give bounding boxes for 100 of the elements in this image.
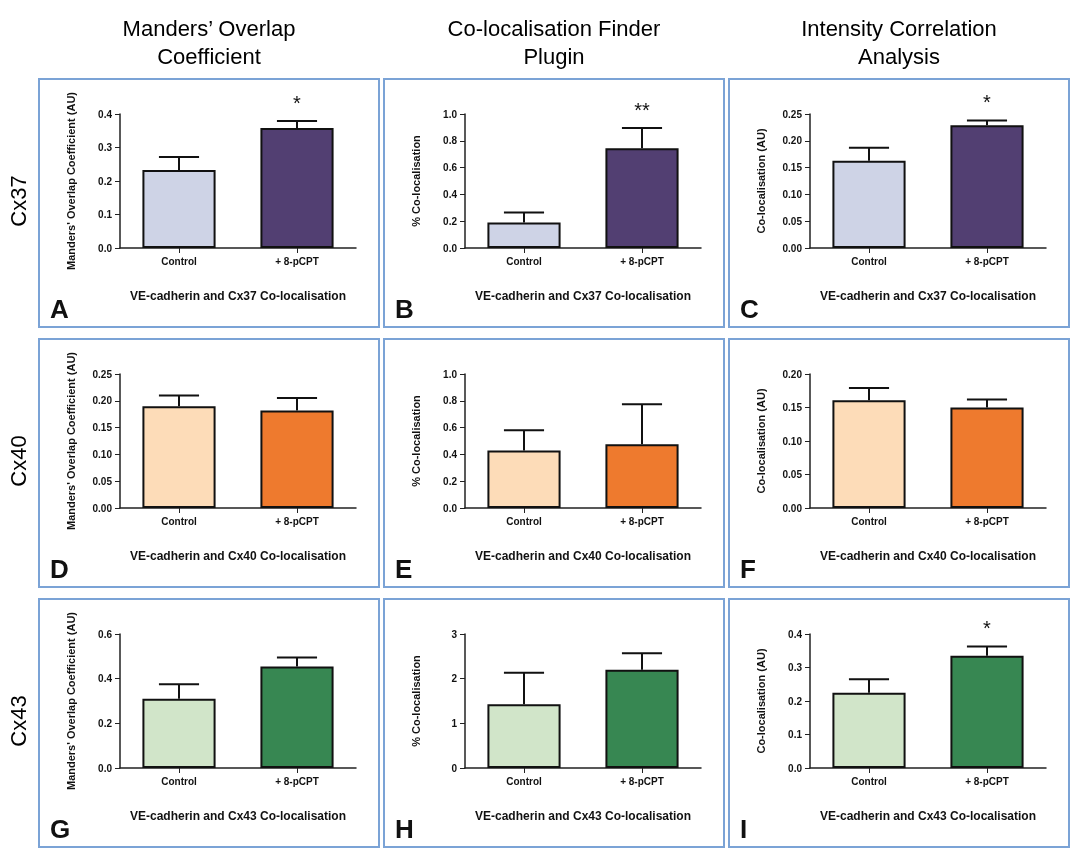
y-tick-label: 0.4	[788, 628, 803, 640]
x-tick-label: Control	[851, 515, 887, 527]
y-tick-label: 0.05	[92, 475, 113, 487]
text: D	[50, 554, 69, 584]
text: F	[740, 554, 756, 584]
y-axis-title: % Co-localisation	[409, 134, 422, 227]
y-axis-title: Manders' Overlap Coefficient (AU)	[64, 611, 77, 791]
x-tick-label: Control	[161, 775, 197, 787]
x-tick-label: + 8-pCPT	[965, 515, 1009, 527]
y-tick-label: 0.25	[782, 108, 803, 120]
y-axis-title: % Co-localisation	[409, 654, 422, 747]
y-tick-label: 0.3	[788, 662, 803, 673]
y-axis-title: Co-localisation (AU)	[754, 388, 767, 494]
y-tick-label: 0.25	[92, 368, 113, 380]
y-tick-label: 1.0	[443, 108, 458, 120]
text: Cx37	[6, 175, 32, 227]
y-tick-label: 0.15	[782, 402, 803, 413]
x-axis-title: VE-cadherin and Cx37 Co-localisation	[129, 289, 347, 303]
y-tick-label: 0.0	[443, 502, 458, 514]
y-tick-label: 2	[451, 673, 458, 685]
x-tick-label: + 8-pCPT	[965, 775, 1009, 787]
y-tick-label: 0.20	[92, 395, 113, 407]
y-tick-label: 0.2	[443, 215, 458, 227]
x-tick-label: + 8-pCPT	[965, 255, 1009, 267]
y-tick-label: 0.8	[443, 395, 458, 407]
x-axis-title: VE-cadherin and Cx40 Co-localisation	[819, 549, 1037, 563]
y-tick-label: 0.00	[782, 502, 803, 514]
y-axis-title: Manders' Overlap Coefficient (AU)	[64, 351, 77, 531]
y-tick-label: 0.2	[98, 175, 113, 187]
y-tick-label: 0.20	[782, 368, 803, 380]
text: Cx40	[6, 435, 32, 487]
y-tick-label: 0.2	[98, 717, 113, 729]
text: C	[740, 294, 759, 324]
y-tick-label: 0.0	[443, 242, 458, 254]
y-tick-label: 1.0	[443, 368, 458, 380]
y-tick-label: 0.0	[98, 762, 113, 774]
text: B	[395, 294, 414, 324]
y-tick-label: 0	[451, 762, 458, 774]
y-tick-label: 0.6	[98, 628, 113, 640]
y-tick-label: 0.0	[788, 762, 803, 774]
y-tick-label: 0.15	[782, 162, 803, 174]
y-tick-label: 0.1	[788, 729, 803, 740]
y-tick-label: 3	[451, 628, 458, 640]
y-axis-title: Co-localisation (AU)	[754, 128, 767, 234]
y-tick-label: 0.00	[92, 502, 113, 514]
x-axis-title: VE-cadherin and Cx40 Co-localisation	[129, 549, 347, 563]
x-tick-label: Control	[506, 775, 542, 787]
y-axis-title: Co-localisation (AU)	[754, 648, 767, 754]
y-tick-label: 0.10	[782, 188, 803, 200]
y-tick-label: 0.15	[92, 422, 113, 434]
chart-title: Intensity Correlation Analysis	[800, 15, 998, 71]
y-tick-label: 0.2	[443, 475, 458, 487]
y-tick-label: 0.05	[782, 469, 803, 480]
y-tick-label: 0.10	[782, 435, 803, 447]
y-tick-label: 0.05	[782, 215, 803, 227]
y-tick-label: 0.2	[788, 695, 803, 707]
x-axis-title: VE-cadherin and Cx43 Co-localisation	[819, 809, 1037, 823]
x-tick-label: Control	[506, 515, 542, 527]
y-tick-label: 0.8	[443, 135, 458, 147]
x-axis-title: VE-cadherin and Cx43 Co-localisation	[129, 809, 347, 823]
text: G	[50, 814, 71, 844]
annotation: *	[983, 617, 992, 640]
text: *	[293, 92, 302, 115]
x-axis-title: VE-cadherin and Cx43 Co-localisation	[474, 809, 692, 823]
y-tick-label: 0.10	[92, 448, 113, 460]
y-tick-label: 0.6	[443, 422, 458, 434]
y-tick-label: 0.4	[98, 673, 113, 685]
text: *	[983, 91, 992, 114]
x-tick-label: Control	[161, 255, 197, 267]
x-tick-label: + 8-pCPT	[620, 255, 664, 267]
chart-title: Manders’ Overlap Coefficient	[121, 15, 297, 71]
x-tick-label: + 8-pCPT	[620, 515, 664, 527]
x-tick-label: + 8-pCPT	[275, 255, 319, 267]
text: A	[50, 294, 69, 324]
y-tick-label: 0.0	[98, 242, 113, 254]
x-tick-label: Control	[851, 775, 887, 787]
x-axis-title: VE-cadherin and Cx40 Co-localisation	[474, 549, 692, 563]
x-tick-label: + 8-pCPT	[275, 515, 319, 527]
x-tick-label: Control	[506, 255, 542, 267]
y-tick-label: 0.6	[443, 162, 458, 174]
y-axis-title: % Co-localisation	[409, 394, 422, 487]
x-tick-label: + 8-pCPT	[275, 775, 319, 787]
chart-title: Co-localisation Finder Plugin	[446, 15, 662, 71]
y-tick-label: 1	[451, 717, 458, 729]
text: I	[740, 814, 748, 844]
x-tick-label: Control	[851, 255, 887, 267]
y-tick-label: 0.20	[782, 135, 803, 147]
x-tick-label: Control	[161, 515, 197, 527]
y-tick-label: 0.1	[98, 209, 113, 220]
y-tick-label: 0.4	[443, 448, 458, 460]
y-tick-label: 0.00	[782, 242, 803, 254]
x-tick-label: + 8-pCPT	[620, 775, 664, 787]
y-tick-label: 0.4	[98, 108, 113, 120]
text: H	[395, 814, 414, 844]
annotation: **	[634, 99, 650, 122]
text: Cx43	[6, 695, 32, 747]
text: E	[395, 554, 413, 584]
x-axis-title: VE-cadherin and Cx37 Co-localisation	[819, 289, 1037, 303]
x-axis-title: VE-cadherin and Cx37 Co-localisation	[474, 289, 692, 303]
y-axis-title: Manders' Overlap Coefficient (AU)	[64, 91, 77, 271]
